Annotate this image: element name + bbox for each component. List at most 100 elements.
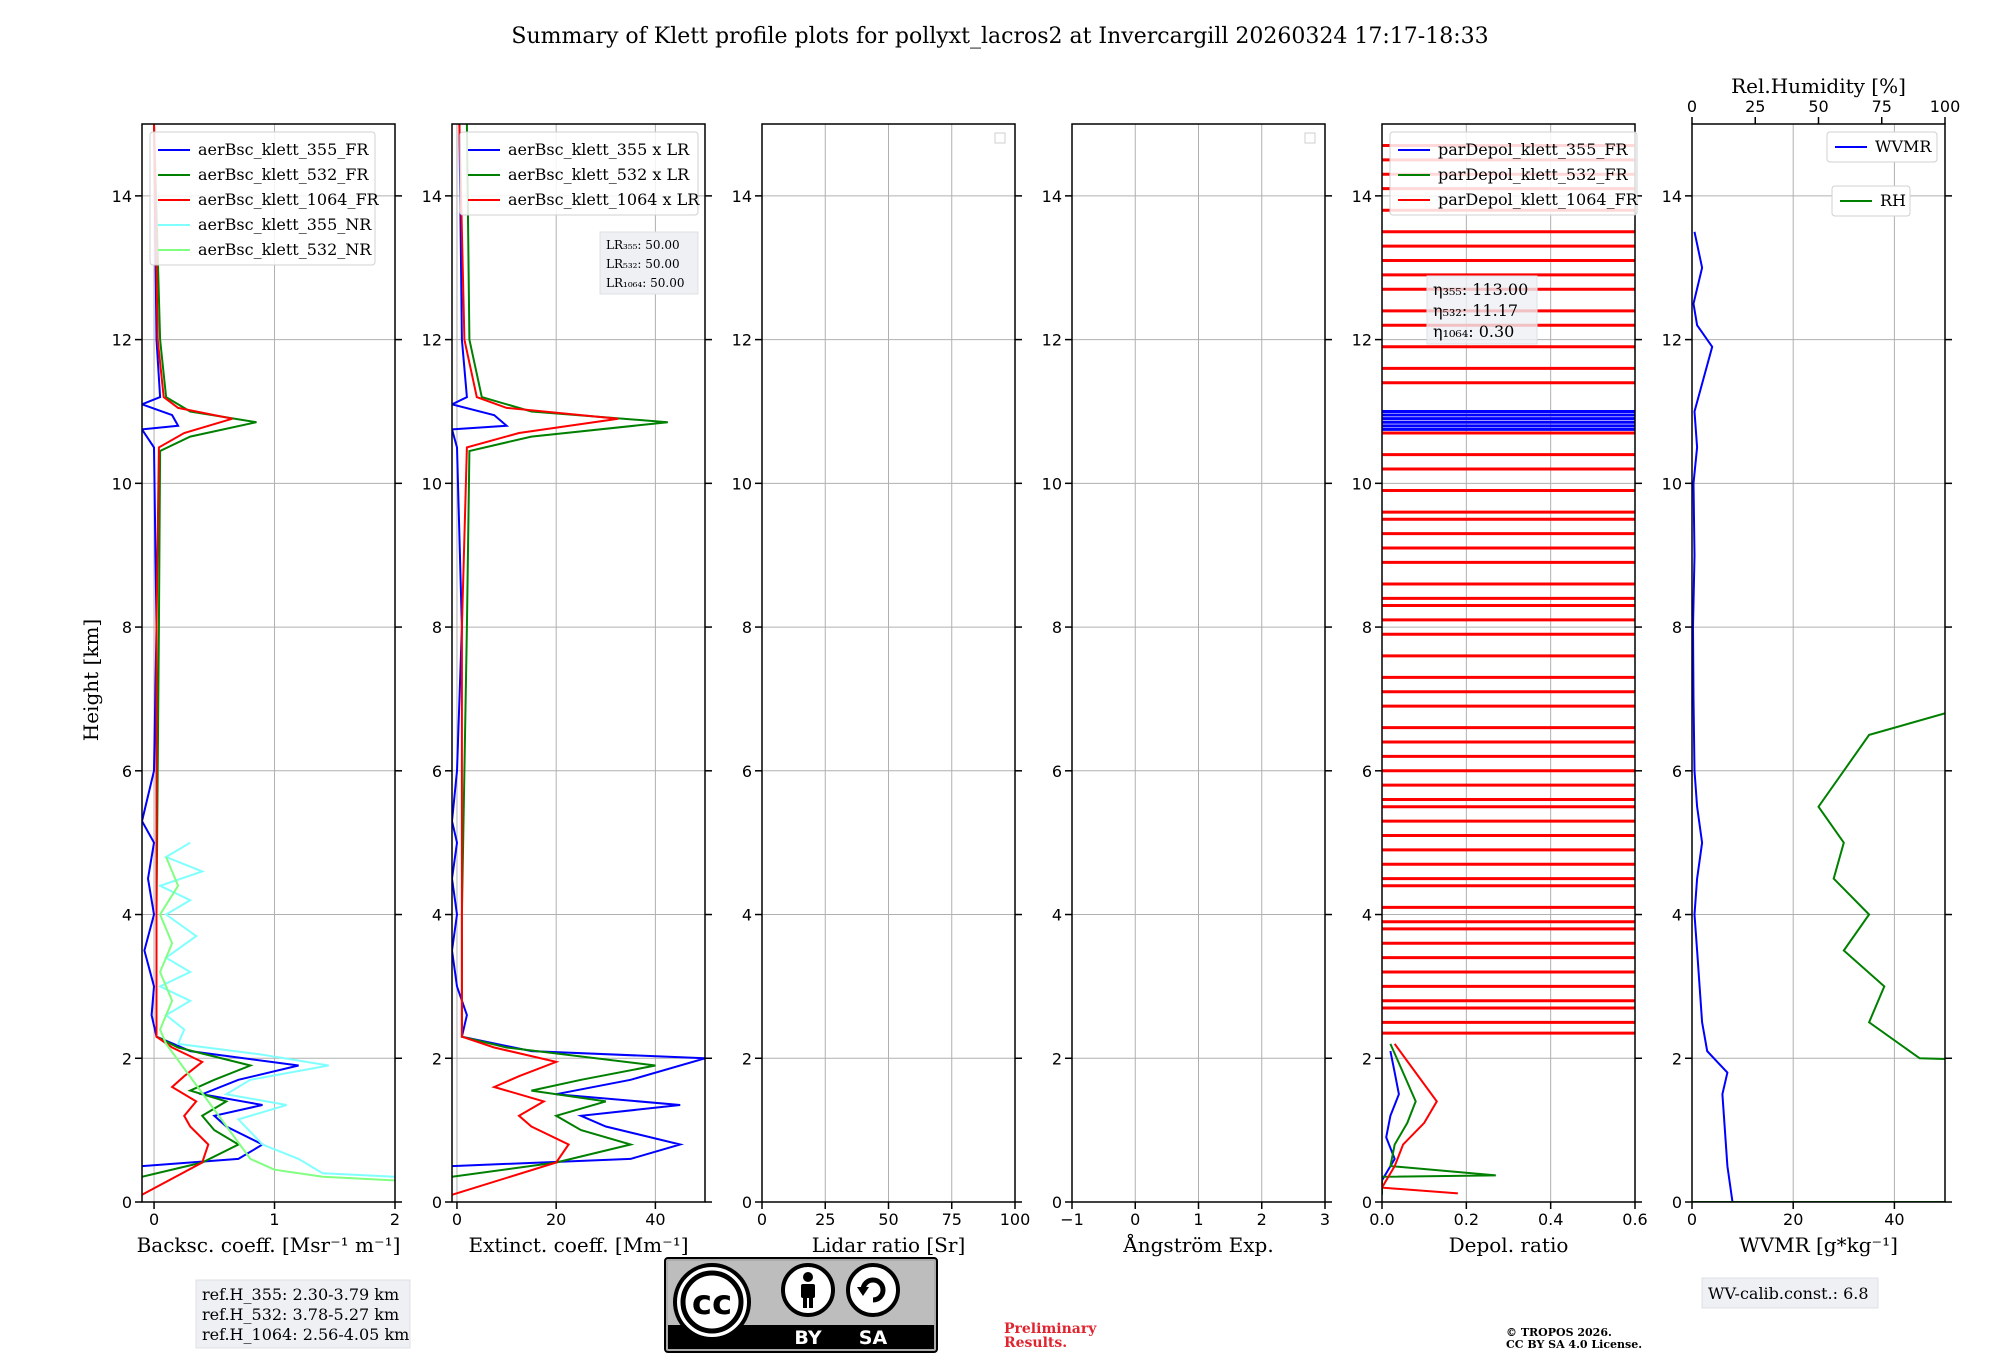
legend-entry: parDepol_klett_1064_FR xyxy=(1438,190,1639,209)
cc-license-badge: cc BY SA xyxy=(664,1257,938,1353)
legend-box xyxy=(149,131,376,266)
y-tick-label: 10 xyxy=(732,474,752,493)
y-tick-label: 2 xyxy=(122,1049,132,1068)
y-tick-label: 8 xyxy=(1362,618,1372,637)
legend-entry: aerBsc_klett_1064 x LR xyxy=(508,190,700,209)
y-tick-label: 0 xyxy=(432,1193,442,1212)
top-x-tick-label: 75 xyxy=(1872,97,1892,116)
top-x-tick-label: 25 xyxy=(1745,97,1765,116)
y-tick-label: 8 xyxy=(122,618,132,637)
x-axis-label: Ångström Exp. xyxy=(1122,1232,1273,1257)
legend-box xyxy=(459,131,699,216)
y-tick-label: 2 xyxy=(432,1049,442,1068)
legend-entry: aerBsc_klett_532_FR xyxy=(198,165,369,184)
x-tick-label: 0.0 xyxy=(1369,1210,1394,1229)
y-tick-label: 8 xyxy=(432,618,442,637)
y-tick-label: 0 xyxy=(1672,1193,1682,1212)
preliminary-label: Preliminary xyxy=(1004,1321,1097,1337)
top-x-axis-label: Rel.Humidity [%] xyxy=(1731,74,1906,98)
legend-entry: WVMR xyxy=(1875,137,1932,156)
series-group xyxy=(1692,231,1945,1202)
y-tick-label: 6 xyxy=(122,762,132,781)
lidar-ratio-value: LR₁₀₆₄: 50.00 xyxy=(606,276,684,290)
x-tick-label: 0 xyxy=(1130,1210,1140,1229)
x-axis-label: Lidar ratio [Sr] xyxy=(812,1233,966,1257)
series-aerBsc_klett_355_NR xyxy=(157,841,395,1178)
y-tick-label: 0 xyxy=(1362,1193,1372,1212)
eta-box xyxy=(1426,275,1538,345)
legend-entry: aerBsc_klett_355 x LR xyxy=(508,140,690,159)
y-tick-label: 2 xyxy=(1052,1049,1062,1068)
panel-wv: 0 20 40 0 2 4 6 8 10 12 14 WVMR [g*kg⁻¹] 0 25 50 75 100 R… xyxy=(1662,74,1961,1309)
x-axis-label: Depol. ratio xyxy=(1449,1233,1569,1257)
y-tick-label: 14 xyxy=(1352,187,1372,206)
license-line: CC BY SA 4.0 License. xyxy=(1506,1338,1642,1351)
y-tick-label: 14 xyxy=(1662,187,1682,206)
y-tick-label: 6 xyxy=(1362,762,1372,781)
figure-title: Summary of Klett profile plots for polly… xyxy=(511,24,1488,49)
top-x-tick-label: 100 xyxy=(1930,97,1961,116)
legend-entry: aerBsc_klett_532 x LR xyxy=(508,165,690,184)
y-tick-label: 10 xyxy=(422,474,442,493)
legend-entry: aerBsc_klett_1064_FR xyxy=(198,190,380,209)
y-tick-label: 4 xyxy=(432,906,442,925)
y-tick-label: 14 xyxy=(112,187,132,206)
panel-dep: 0.0 0.2 0.4 0.6 0 2 4 6 8 10 12 14 Depol. ratio parDe… xyxy=(1352,123,1648,1257)
x-tick-label: 20 xyxy=(546,1210,566,1229)
panel-lr: 0 25 50 75 100 0 2 4 6 8 10 12 14 Lidar ratio [Sr] xyxy=(732,123,1030,1257)
series-WVMR xyxy=(1692,231,1734,1202)
x-tick-label: 40 xyxy=(645,1210,665,1229)
wv-calib-text: WV-calib.const.: 6.8 xyxy=(1708,1284,1869,1303)
y-tick-label: 12 xyxy=(112,331,132,350)
eta-value: η₃₅₅: 113.00 xyxy=(1433,280,1528,299)
y-tick-label: 6 xyxy=(432,762,442,781)
series-aerBsc_klett_532_FR xyxy=(142,124,257,1178)
y-tick-label: 12 xyxy=(1662,331,1682,350)
x-axis-label: Extinct. coeff. [Mm⁻¹] xyxy=(468,1233,688,1257)
license-sa: SA xyxy=(859,1327,888,1349)
y-tick-label: 2 xyxy=(742,1049,752,1068)
series-parDepol_klett_532_FR xyxy=(1382,1043,1496,1195)
y-tick-label: 14 xyxy=(1042,187,1062,206)
wv-calib-box xyxy=(1701,1277,1879,1309)
results-label: Results. xyxy=(1004,1335,1067,1351)
lidar-ratio-box xyxy=(599,231,699,295)
x-tick-label: 0 xyxy=(757,1210,767,1229)
x-tick-label: 50 xyxy=(878,1210,898,1229)
y-tick-label: 4 xyxy=(1672,906,1682,925)
axes-frame xyxy=(761,123,1016,1203)
y-tick-label: 10 xyxy=(1042,474,1062,493)
series-group xyxy=(142,124,395,1196)
y-tick-label: 2 xyxy=(1672,1049,1682,1068)
y-tick-label: 4 xyxy=(122,906,132,925)
legend-entry: parDepol_klett_355_FR xyxy=(1438,140,1629,159)
x-tick-label: −1 xyxy=(1060,1210,1084,1229)
top-x-tick-label: 0 xyxy=(1687,97,1697,116)
x-tick-label: 0.6 xyxy=(1622,1210,1647,1229)
x-tick-label: 75 xyxy=(942,1210,962,1229)
legend-entry: aerBsc_klett_355_NR xyxy=(198,215,372,234)
y-tick-label: 14 xyxy=(732,187,752,206)
ref-height-1064: ref.H_1064: 2.56-4.05 km xyxy=(202,1325,409,1344)
legend-box xyxy=(1389,131,1638,216)
y-tick-label: 4 xyxy=(1052,906,1062,925)
y-tick-label: 4 xyxy=(742,906,752,925)
series-RH xyxy=(1692,712,1945,1202)
x-axis-label: WVMR [g*kg⁻¹] xyxy=(1739,1233,1898,1257)
axes-frame xyxy=(141,123,396,1203)
x-tick-label: 40 xyxy=(1884,1210,1904,1229)
y-tick-label: 14 xyxy=(422,187,442,206)
x-tick-label: 0.4 xyxy=(1538,1210,1563,1229)
x-tick-label: 0 xyxy=(452,1210,462,1229)
y-tick-label: 6 xyxy=(1672,762,1682,781)
y-tick-label: 8 xyxy=(1052,618,1062,637)
y-tick-label: 0 xyxy=(122,1193,132,1212)
legend-entry: aerBsc_klett_532_NR xyxy=(198,240,372,259)
y-tick-label: 4 xyxy=(1362,906,1372,925)
y-tick-label: 2 xyxy=(1362,1049,1372,1068)
series-aerBsc_klett_355_FR xyxy=(142,124,299,1168)
x-tick-label: 0 xyxy=(1687,1210,1697,1229)
lidar-ratio-value: LR₃₅₅: 50.00 xyxy=(606,238,680,252)
y-tick-label: 12 xyxy=(422,331,442,350)
